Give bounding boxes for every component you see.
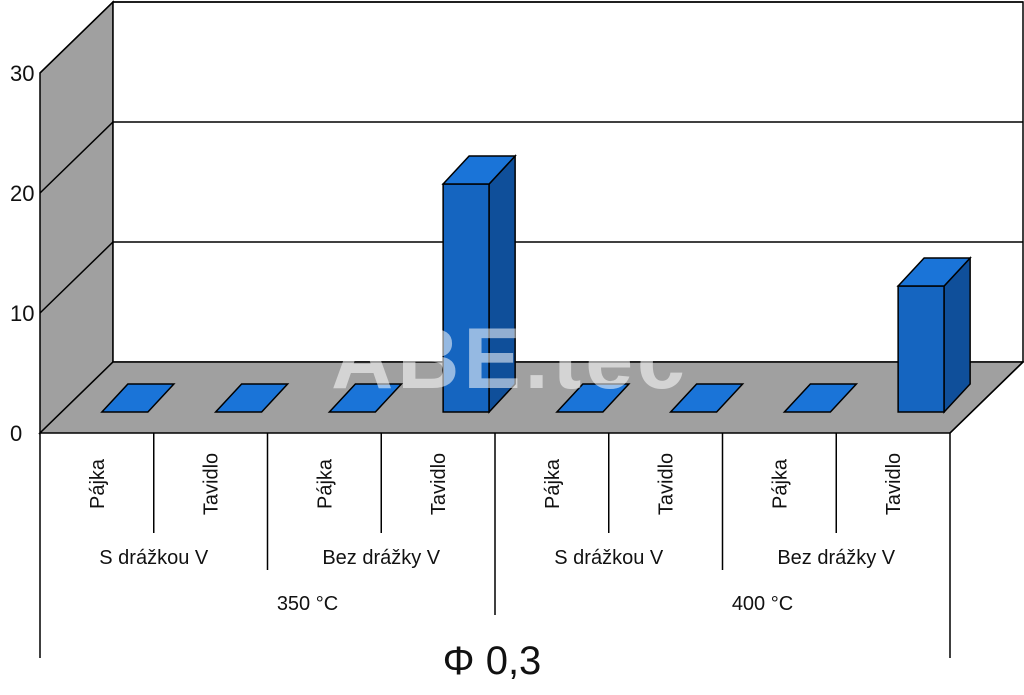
gridline bbox=[39, 241, 1023, 314]
x-tick-label: Pájka bbox=[542, 458, 564, 509]
x-supergroup-label: 350 °C bbox=[277, 593, 338, 615]
floor-edge bbox=[949, 361, 1024, 434]
bar-front bbox=[897, 285, 945, 413]
x-tick-label: Tavidlo bbox=[656, 453, 678, 515]
left-wall bbox=[39, 0, 114, 435]
x-group-label: S drážkou V bbox=[554, 547, 664, 569]
x-axis: Pájka Tavidlo Pájka Tavidlo Pájka Tavidlo Pájk… bbox=[39, 361, 1024, 658]
bar-top bbox=[782, 383, 859, 413]
x-group-label: Bez drážky V bbox=[777, 547, 895, 569]
bar bbox=[100, 383, 176, 413]
bar-top bbox=[100, 383, 176, 413]
x-supergroup-label: 400 °C bbox=[732, 593, 793, 615]
y-tick-label: 30 bbox=[10, 61, 34, 86]
x-tick-label: Pájka bbox=[769, 458, 791, 509]
bar bbox=[668, 383, 745, 413]
x-tick-label: Tavidlo bbox=[428, 453, 450, 515]
x-tick-label: Pájka bbox=[87, 458, 109, 509]
y-tick-label: 20 bbox=[10, 181, 34, 206]
bar-top bbox=[327, 383, 404, 413]
bar-top bbox=[668, 383, 745, 413]
x-tick-label: Pájka bbox=[314, 458, 336, 509]
gridline bbox=[39, 1, 1023, 74]
bar-top bbox=[896, 257, 972, 287]
bar-top bbox=[441, 155, 517, 185]
bars-group bbox=[100, 154, 972, 414]
watermark: ABE.tec bbox=[331, 311, 689, 407]
bar-front bbox=[442, 183, 490, 413]
back-wall bbox=[112, 1, 1024, 363]
y-axis: 0 10 20 30 bbox=[10, 61, 34, 446]
bar bbox=[441, 154, 517, 414]
bar bbox=[782, 383, 859, 413]
x-tick-label: Tavidlo bbox=[883, 453, 905, 515]
bar-top bbox=[213, 383, 290, 413]
bar bbox=[327, 383, 404, 413]
y-tick-label: 10 bbox=[10, 301, 34, 326]
x-group-label: S drážkou V bbox=[99, 547, 209, 569]
chart-title: Φ 0,3 bbox=[443, 639, 542, 683]
bar-top bbox=[555, 383, 631, 413]
x-group-label: Bez drážky V bbox=[322, 547, 440, 569]
chart-walls bbox=[38, 0, 1024, 435]
bar bbox=[213, 383, 290, 413]
bar bbox=[896, 256, 972, 414]
x-tick-label: Tavidlo bbox=[201, 453, 223, 515]
y-tick-label: 0 bbox=[10, 421, 22, 446]
gridlines bbox=[39, 1, 1023, 314]
gridline bbox=[39, 121, 1023, 194]
bar bbox=[555, 383, 631, 413]
